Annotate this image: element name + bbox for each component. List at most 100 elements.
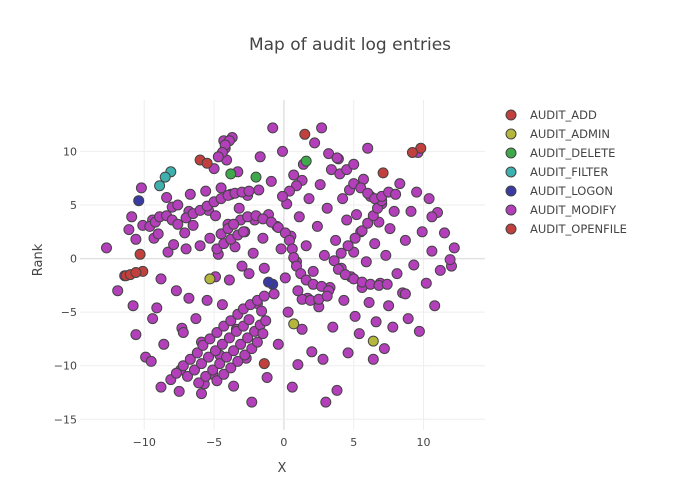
data-point-audit-modify[interactable] [101,242,112,254]
data-point-audit-modify[interactable] [258,262,270,274]
data-point-audit-modify[interactable] [439,227,450,239]
data-point-audit-modify[interactable] [416,226,428,238]
data-point-audit-modify[interactable] [277,145,288,157]
data-point-audit-modify[interactable] [155,381,167,393]
data-point-audit-modify[interactable] [292,359,304,371]
data-point-audit-admin[interactable] [367,335,379,347]
data-point-audit-modify[interactable] [145,355,157,367]
data-point-audit-modify[interactable] [201,294,213,306]
data-point-audit-modify[interactable] [170,367,182,379]
data-point-audit-modify[interactable] [200,185,212,197]
data-point-audit-modify[interactable] [228,380,240,392]
data-point-audit-modify[interactable] [356,225,368,237]
legend-item-audit-admin[interactable]: AUDIT_ADMIN [505,127,610,141]
data-point-audit-openfile[interactable] [201,157,213,169]
data-point-audit-modify[interactable] [348,158,360,170]
data-point-audit-modify[interactable] [378,343,390,355]
data-point-audit-modify[interactable] [321,290,333,302]
data-point-audit-modify[interactable] [216,299,228,311]
data-point-audit-modify[interactable] [216,338,228,350]
data-point-audit-modify[interactable] [362,217,374,229]
data-point-audit-modify[interactable] [363,297,375,308]
data-point-audit-modify[interactable] [306,346,318,358]
data-point-audit-modify[interactable] [384,223,396,235]
data-point-audit-modify[interactable] [189,364,200,376]
data-point-audit-modify[interactable] [127,300,139,312]
data-point-audit-modify[interactable] [267,122,279,134]
data-point-audit-modify[interactable] [190,313,202,325]
data-point-audit-modify[interactable] [200,370,212,382]
data-point-audit-modify[interactable] [448,242,460,254]
data-point-audit-modify[interactable] [212,151,224,163]
data-point-audit-modify[interactable] [177,360,189,372]
data-point-audit-modify[interactable] [228,345,240,357]
data-point-audit-modify[interactable] [444,254,456,266]
data-point-audit-admin[interactable] [204,273,216,285]
data-point-audit-modify[interactable] [399,288,411,300]
data-point-audit-modify[interactable] [196,358,207,370]
data-point-audit-filter[interactable] [159,171,171,183]
data-point-audit-modify[interactable] [215,182,227,194]
data-point-audit-add[interactable] [377,167,389,179]
data-point-audit-modify[interactable] [328,255,340,267]
data-point-audit-modify[interactable] [390,188,402,200]
legend-item-audit-add[interactable]: AUDIT_ADD [505,108,597,122]
data-point-audit-modify[interactable] [239,349,251,361]
data-point-audit-modify[interactable] [257,232,269,244]
data-point-audit-modify[interactable] [318,249,330,261]
data-point-audit-modify[interactable] [158,338,170,350]
data-point-audit-logon[interactable] [133,195,145,207]
data-point-audit-modify[interactable] [247,247,259,259]
data-point-audit-modify[interactable] [184,353,196,365]
data-point-audit-modify[interactable] [420,277,432,289]
data-point-audit-modify[interactable] [405,205,417,217]
data-point-audit-modify[interactable] [130,233,142,245]
data-point-audit-add[interactable] [299,128,311,140]
data-point-audit-modify[interactable] [411,186,423,198]
data-point-audit-modify[interactable] [380,249,392,261]
data-point-audit-modify[interactable] [177,327,189,338]
data-point-audit-modify[interactable] [197,339,209,351]
data-point-audit-modify[interactable] [277,190,288,202]
data-point-audit-modify[interactable] [381,278,393,290]
data-point-audit-modify[interactable] [399,234,411,246]
data-point-audit-modify[interactable] [223,332,235,344]
data-point-audit-modify[interactable] [413,325,425,337]
data-point-audit-modify[interactable] [203,351,214,363]
data-point-audit-modify[interactable] [155,273,167,285]
data-point-audit-delete[interactable] [225,168,237,180]
data-point-audit-modify[interactable] [251,336,263,348]
data-point-audit-modify[interactable] [112,285,124,297]
data-point-audit-modify[interactable] [194,240,206,252]
data-point-audit-modify[interactable] [210,345,221,357]
data-point-audit-admin[interactable] [288,318,300,330]
data-point-audit-modify[interactable] [316,122,328,134]
data-point-audit-modify[interactable] [243,314,255,326]
data-point-audit-modify[interactable] [221,351,233,363]
data-point-audit-modify[interactable] [180,243,192,255]
data-point-audit-modify[interactable] [369,238,381,250]
data-point-audit-modify[interactable] [135,182,147,194]
data-point-audit-modify[interactable] [331,384,343,396]
data-point-audit-modify[interactable] [402,313,414,325]
data-point-audit-openfile[interactable] [130,267,142,278]
data-point-audit-modify[interactable] [314,179,326,191]
data-point-audit-modify[interactable] [123,224,135,236]
data-point-audit-modify[interactable] [338,294,350,306]
data-point-audit-modify[interactable] [303,193,315,205]
data-point-audit-modify[interactable] [282,306,294,318]
data-point-audit-modify[interactable] [342,347,354,359]
data-point-audit-modify[interactable] [147,313,159,325]
data-point-audit-modify[interactable] [330,234,342,246]
data-point-audit-modify[interactable] [292,285,304,297]
data-point-audit-modify[interactable] [265,175,277,187]
data-point-audit-modify[interactable] [300,240,312,252]
data-point-audit-modify[interactable] [426,245,438,257]
data-point-audit-modify[interactable] [182,370,193,382]
data-point-audit-modify[interactable] [258,290,270,302]
data-point-audit-modify[interactable] [321,202,333,214]
data-point-audit-modify[interactable] [261,372,273,383]
data-point-audit-modify[interactable] [225,315,237,327]
data-point-audit-modify[interactable] [243,185,255,197]
data-point-audit-modify[interactable] [184,188,196,200]
